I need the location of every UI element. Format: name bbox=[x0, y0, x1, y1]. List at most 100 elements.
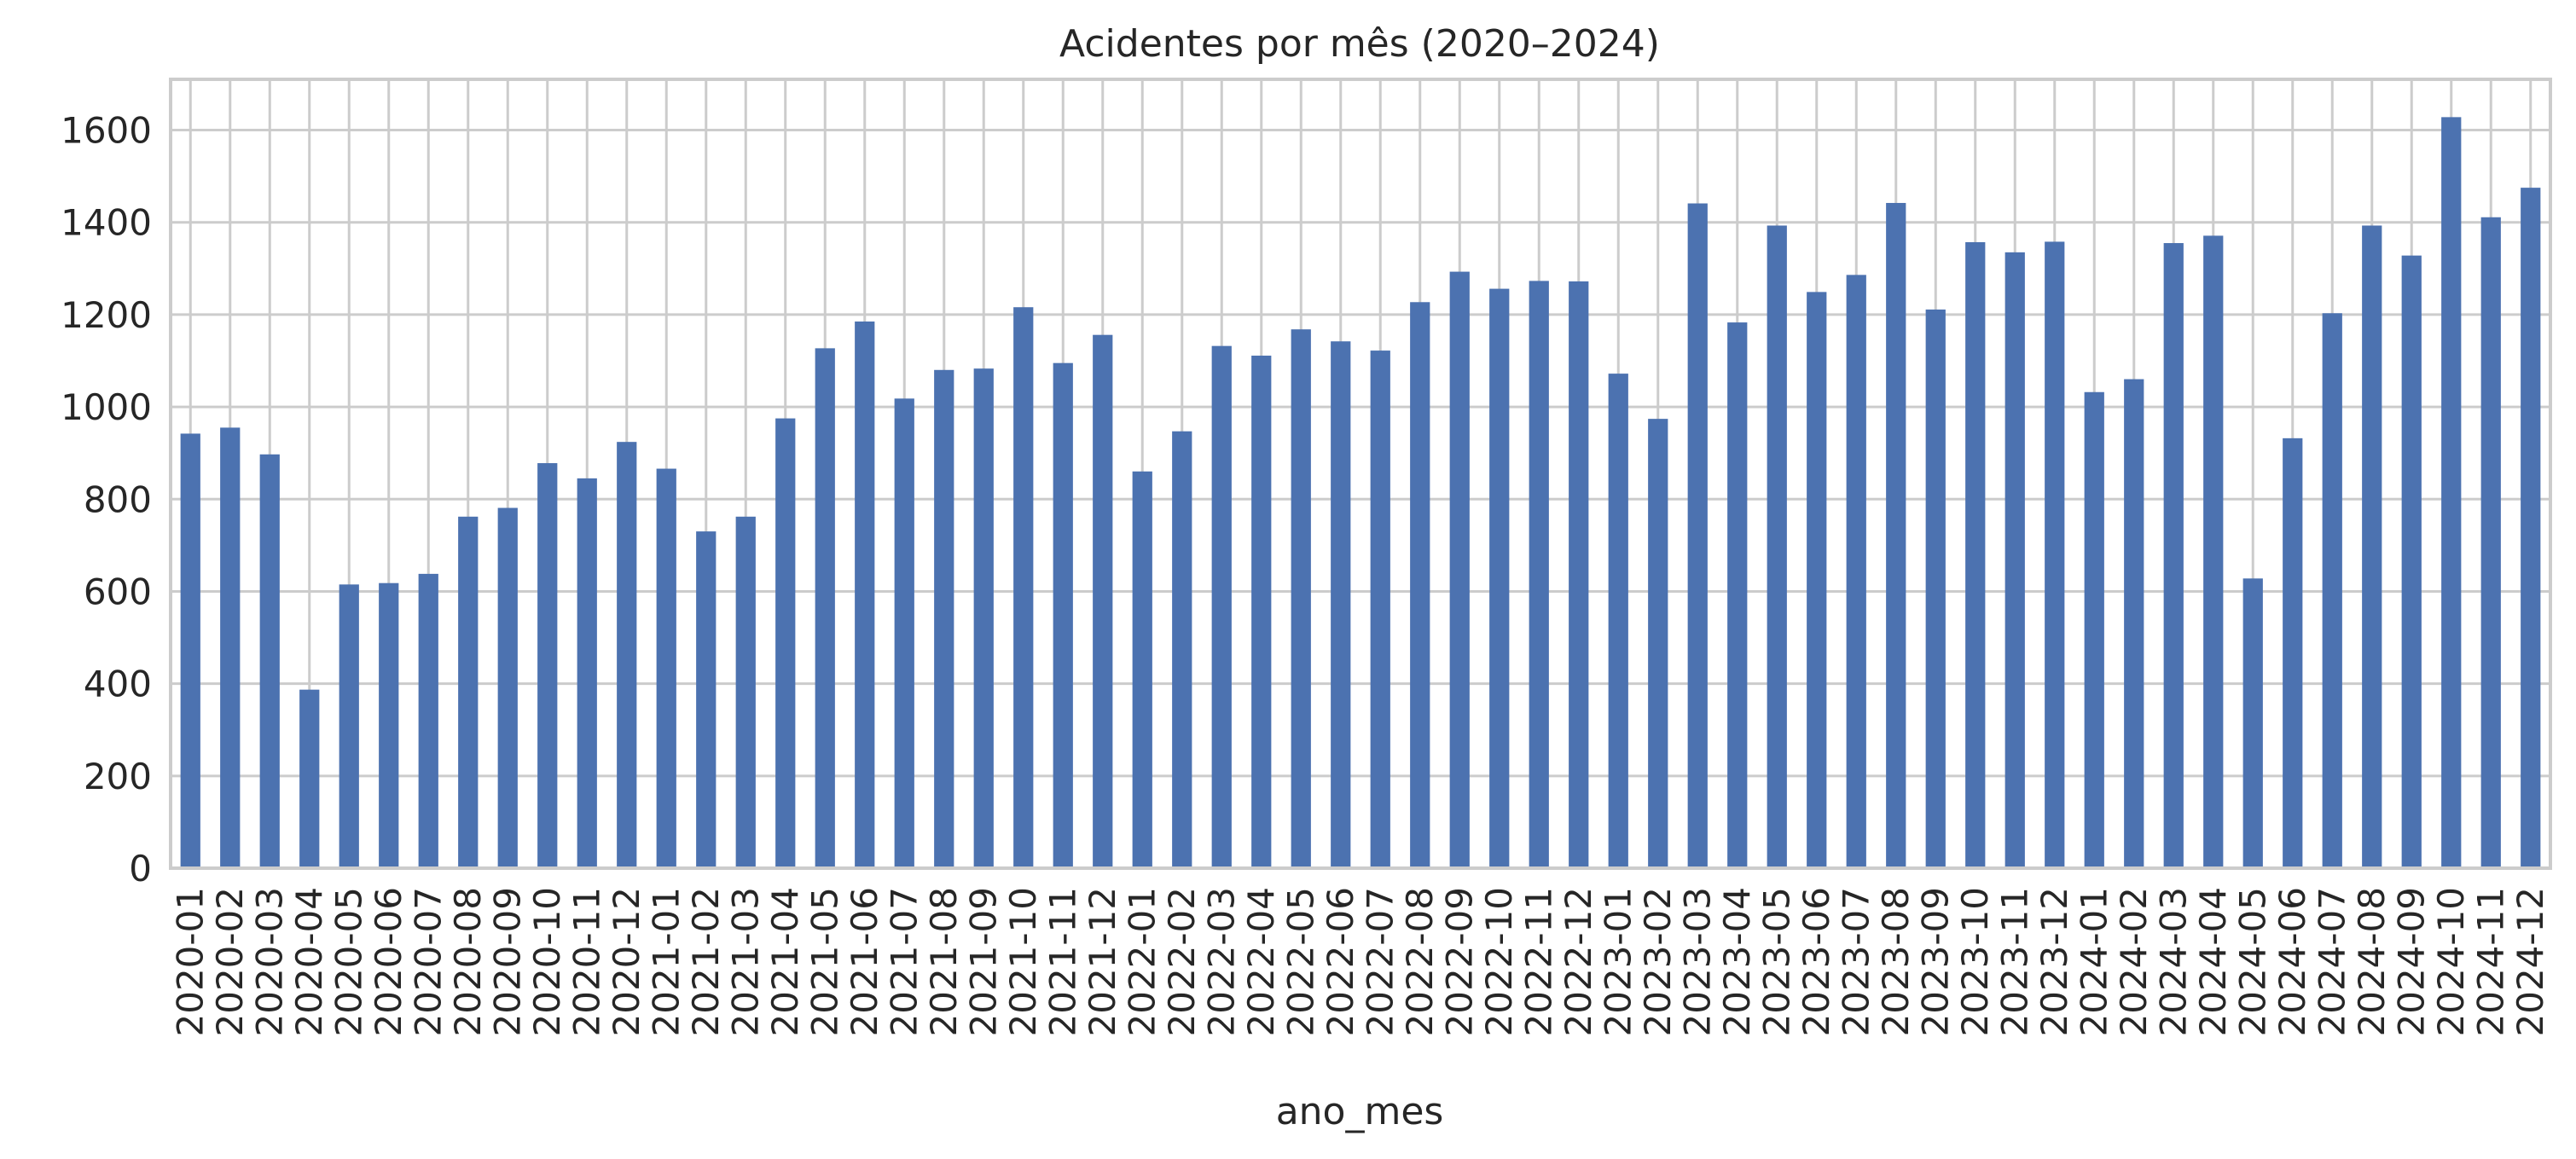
bar-2024-07 bbox=[2322, 313, 2342, 868]
x-tick-label: 2024-03 bbox=[2152, 887, 2194, 1037]
bar-2023-11 bbox=[2005, 252, 2025, 868]
bar-2021-01 bbox=[656, 468, 676, 868]
bar-2022-04 bbox=[1251, 356, 1272, 868]
bar-2021-02 bbox=[696, 531, 717, 868]
bar-2024-05 bbox=[2242, 578, 2263, 868]
bar-2022-03 bbox=[1211, 345, 1232, 868]
x-tick-label: 2021-09 bbox=[962, 887, 1004, 1037]
bar-2021-05 bbox=[815, 348, 835, 869]
y-tick-label: 1400 bbox=[61, 202, 152, 244]
bar-2023-01 bbox=[1608, 374, 1628, 869]
y-tick-label: 200 bbox=[84, 756, 152, 797]
x-tick-label: 2021-10 bbox=[1002, 887, 1044, 1037]
bar-2024-03 bbox=[2163, 243, 2184, 868]
bar-2022-11 bbox=[1529, 281, 1549, 868]
bars bbox=[180, 117, 2541, 869]
bar-2022-02 bbox=[1172, 431, 1192, 869]
x-tick-label: 2023-03 bbox=[1676, 887, 1718, 1037]
bar-2024-10 bbox=[2441, 117, 2462, 869]
bar-2020-01 bbox=[180, 433, 200, 868]
bar-2023-08 bbox=[1886, 202, 1906, 868]
x-tick-label: 2021-01 bbox=[645, 887, 687, 1037]
x-tick-label: 2020-11 bbox=[566, 887, 607, 1037]
bar-2020-07 bbox=[418, 573, 438, 868]
bar-2020-12 bbox=[617, 442, 637, 868]
y-tick-label: 0 bbox=[129, 848, 152, 890]
x-tick-label: 2021-03 bbox=[724, 887, 766, 1037]
y-tick-label: 1000 bbox=[61, 386, 152, 428]
bar-2021-04 bbox=[775, 418, 796, 868]
x-tick-label: 2021-06 bbox=[844, 887, 885, 1037]
x-tick-label: 2024-02 bbox=[2113, 887, 2155, 1037]
y-tick-label: 400 bbox=[84, 664, 152, 705]
bar-2021-03 bbox=[735, 516, 756, 868]
x-tick-label: 2023-01 bbox=[1597, 887, 1639, 1037]
x-tick-label: 2021-04 bbox=[764, 887, 806, 1037]
x-tick-label: 2022-12 bbox=[1558, 887, 1599, 1037]
bar-2023-05 bbox=[1767, 225, 1787, 869]
bar-2023-09 bbox=[1925, 309, 1946, 869]
x-tick-label: 2021-11 bbox=[1041, 887, 1083, 1037]
x-tick-label: 2021-08 bbox=[923, 887, 965, 1037]
x-tick-label: 2024-04 bbox=[2192, 887, 2234, 1037]
x-tick-label: 2022-05 bbox=[1279, 887, 1321, 1037]
bar-2023-06 bbox=[1807, 292, 1827, 868]
x-tick-label: 2024-10 bbox=[2430, 887, 2472, 1037]
bar-2023-12 bbox=[2045, 241, 2065, 868]
bar-2024-09 bbox=[2401, 255, 2422, 868]
bar-2020-10 bbox=[537, 463, 558, 868]
x-tick-label: 2023-08 bbox=[1875, 887, 1917, 1037]
bar-2023-03 bbox=[1687, 203, 1708, 868]
bar-2021-12 bbox=[1093, 334, 1113, 869]
x-tick-label: 2023-04 bbox=[1716, 887, 1758, 1037]
bar-2021-10 bbox=[1013, 307, 1034, 868]
x-tick-label: 2024-06 bbox=[2271, 887, 2313, 1037]
bar-2023-10 bbox=[1965, 241, 1986, 868]
x-tick-label: 2020-04 bbox=[288, 887, 330, 1037]
bar-2020-06 bbox=[379, 582, 399, 868]
x-tick-label: 2021-12 bbox=[1082, 887, 1123, 1037]
x-tick-label: 2021-07 bbox=[883, 887, 925, 1037]
bar-2020-05 bbox=[339, 584, 359, 868]
x-tick-label: 2023-07 bbox=[1835, 887, 1877, 1037]
x-axis-label: ano_mes bbox=[1276, 1090, 1444, 1133]
bar-2020-11 bbox=[577, 478, 597, 868]
bar-2024-08 bbox=[2362, 225, 2382, 869]
x-tick-label: 2020-06 bbox=[368, 887, 409, 1037]
bar-2020-02 bbox=[220, 427, 241, 868]
bar-2020-09 bbox=[497, 507, 518, 868]
x-tick-label: 2020-03 bbox=[248, 887, 290, 1037]
bar-2022-05 bbox=[1291, 329, 1311, 868]
x-tick-label: 2022-01 bbox=[1121, 887, 1163, 1037]
x-tick-label: 2021-02 bbox=[685, 887, 727, 1037]
x-tick-label: 2024-07 bbox=[2311, 887, 2353, 1037]
bar-2022-01 bbox=[1132, 471, 1152, 868]
bar-2022-07 bbox=[1370, 351, 1390, 868]
bar-2021-09 bbox=[973, 368, 994, 869]
x-tick-label: 2023-06 bbox=[1796, 887, 1837, 1037]
bar-2022-06 bbox=[1331, 341, 1351, 868]
x-tick-label: 2023-11 bbox=[1993, 887, 2035, 1037]
x-tick-label: 2022-11 bbox=[1517, 887, 1559, 1037]
x-tick-label: 2023-12 bbox=[2034, 887, 2075, 1037]
y-tick-label: 800 bbox=[84, 478, 152, 520]
plot-frame bbox=[169, 78, 2552, 870]
y-axis-ticks: 0 200 400 600 800 1000 1200 1400 1600 bbox=[61, 110, 152, 890]
bar-2023-02 bbox=[1648, 419, 1668, 868]
x-axis-ticks: 2020-012020-022020-032020-042020-052020-… bbox=[169, 887, 2551, 1037]
chart-title: Acidentes por mês (2020–2024) bbox=[1059, 22, 1660, 66]
x-tick-label: 2020-05 bbox=[328, 887, 369, 1037]
x-tick-label: 2020-08 bbox=[447, 887, 489, 1037]
bar-2020-03 bbox=[259, 454, 280, 868]
bar-2024-04 bbox=[2203, 235, 2224, 868]
y-tick-label: 1600 bbox=[61, 110, 152, 152]
bar-2022-10 bbox=[1489, 288, 1510, 868]
bar-2024-11 bbox=[2480, 217, 2501, 869]
bar-2021-11 bbox=[1053, 362, 1073, 869]
x-tick-label: 2022-02 bbox=[1161, 887, 1203, 1037]
x-tick-label: 2020-10 bbox=[526, 887, 568, 1037]
x-tick-label: 2024-12 bbox=[2509, 887, 2551, 1037]
bar-2022-08 bbox=[1410, 302, 1430, 868]
